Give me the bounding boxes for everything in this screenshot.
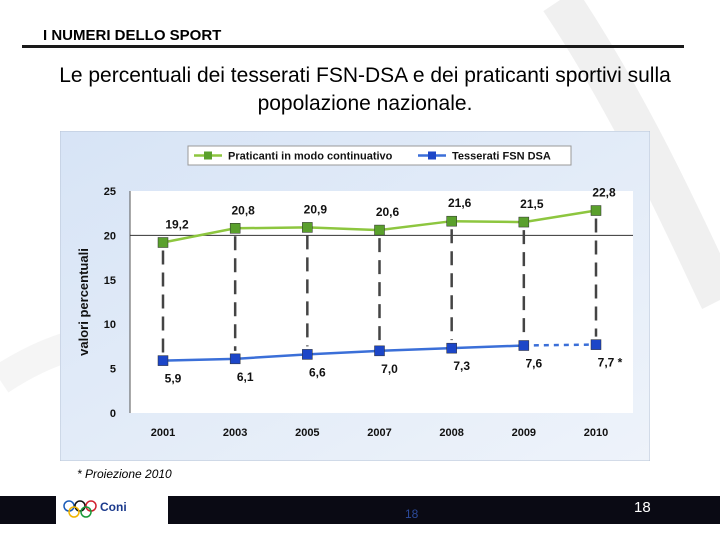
chart-container: 0 5 10 15 20 25 valori percentuali 2001 2003 2005… — [59, 130, 651, 462]
data-label: 19,2 — [165, 218, 189, 232]
legend-marker — [204, 151, 212, 160]
y-tick-label: 25 — [104, 186, 116, 198]
data-label: 6,1 — [237, 370, 254, 384]
data-point-tesserati — [302, 349, 313, 360]
data-point-praticanti — [302, 222, 313, 233]
y-tick-label: 5 — [110, 364, 116, 376]
series-projection-line — [523, 343, 591, 347]
data-point-praticanti — [518, 216, 530, 228]
x-tick-label: 2008 — [439, 427, 463, 439]
page-subtitle: Le percentuali dei tesserati FSN-DSA e d… — [59, 64, 671, 115]
data-point-praticanti — [157, 237, 169, 248]
data-point-tesserati — [590, 339, 602, 350]
data-label: 20,9 — [304, 202, 328, 216]
coni-logo: Coni — [56, 496, 168, 524]
olympic-rings-icon — [63, 500, 97, 518]
data-label: 7,6 — [525, 357, 542, 371]
plot-area — [130, 191, 633, 413]
page-number-small: 18 — [405, 507, 419, 521]
data-label: 7,3 — [453, 359, 470, 373]
legend-box — [187, 145, 572, 166]
footnote: * Proiezione 2010 — [77, 467, 172, 481]
y-axis-label: valori percentuali — [76, 248, 91, 356]
data-point-praticanti — [590, 205, 602, 216]
data-label: 7,0 — [381, 362, 398, 376]
y-tick-label: 15 — [104, 275, 116, 287]
data-point-praticanti — [229, 223, 241, 234]
x-tick-label: 2003 — [223, 427, 247, 439]
data-point-praticanti — [374, 224, 385, 236]
page-number: 18 — [634, 499, 651, 516]
x-tick-label: 2001 — [151, 427, 175, 439]
legend-label: Tesserati FSN DSA — [452, 151, 551, 163]
data-point-tesserati — [157, 355, 169, 366]
data-label: 21,6 — [448, 196, 472, 210]
y-tick-label: 0 — [110, 408, 116, 420]
data-label: 5,9 — [165, 372, 182, 386]
data-label: 22,8 — [592, 186, 616, 200]
x-tick-label: 2010 — [584, 427, 608, 439]
legend-marker — [428, 151, 436, 160]
header-rule — [22, 45, 684, 48]
data-point-tesserati — [518, 340, 530, 351]
logo-text: Coni — [100, 500, 127, 514]
data-point-tesserati — [229, 353, 241, 365]
x-tick-label: 2007 — [367, 427, 391, 439]
data-label: 20,6 — [376, 205, 400, 219]
y-tick-label: 20 — [104, 230, 116, 242]
header-title: I NUMERI DELLO SPORT — [43, 27, 222, 44]
data-label: 7,7 * — [598, 356, 623, 370]
data-label: 6,6 — [309, 365, 326, 379]
line-chart: 0 5 10 15 20 25 valori percentuali 2001 2003 2005… — [59, 130, 651, 462]
data-label: 21,5 — [520, 197, 544, 211]
data-point-tesserati — [374, 345, 385, 357]
x-tick-label: 2005 — [295, 427, 319, 439]
y-tick-label: 10 — [104, 319, 116, 331]
series-line-tesserati — [162, 344, 524, 362]
legend-label: Praticanti in modo continuativo — [228, 151, 393, 163]
data-point-tesserati — [446, 342, 457, 354]
data-label: 20,8 — [231, 203, 255, 217]
data-point-praticanti — [446, 215, 457, 227]
x-tick-label: 2009 — [512, 427, 536, 439]
